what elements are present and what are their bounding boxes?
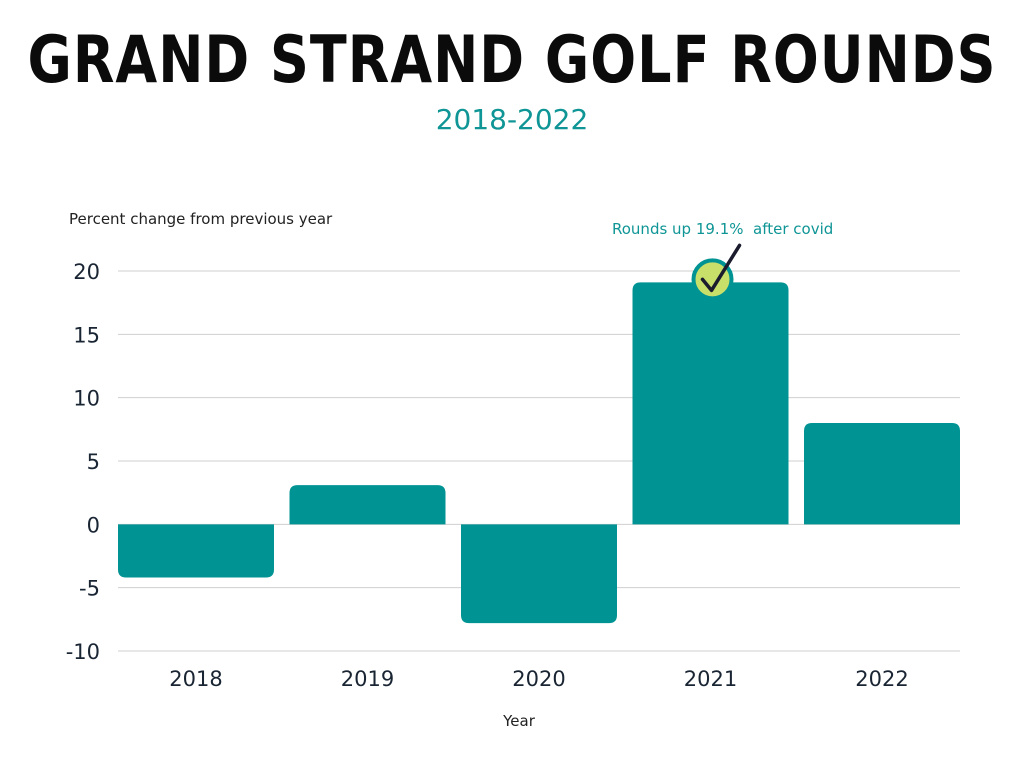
x-tick-label: 2019: [341, 667, 394, 691]
y-tick-label: -5: [79, 577, 100, 601]
x-axis-label: Year: [503, 712, 535, 730]
x-tick-label: 2022: [855, 667, 908, 691]
y-tick-label: 20: [73, 260, 100, 284]
y-tick-label: 0: [87, 513, 100, 537]
checkmark-icon: [700, 243, 742, 293]
x-tick-label: 2018: [169, 667, 222, 691]
y-axis-label: Percent change from previous year: [69, 210, 333, 228]
x-tick-label: 2020: [512, 667, 565, 691]
y-tick-label: 15: [73, 323, 100, 347]
bar-2020: [461, 524, 617, 624]
y-tick-label: 5: [87, 450, 100, 474]
x-tick-label: 2021: [684, 667, 737, 691]
y-ticks: -10 -5 0 5 10 15 20: [66, 260, 100, 664]
chart-subtitle: 2018-2022: [435, 103, 589, 136]
annotation-marker: [691, 243, 742, 301]
chart-title: GRAND STRAND GOLF ROUNDS: [27, 22, 997, 98]
y-tick-label: 10: [73, 387, 100, 411]
y-tick-label: -10: [66, 640, 100, 664]
bar-2021: [632, 282, 789, 525]
check-marker: [691, 258, 734, 301]
bars: [118, 282, 960, 624]
bar-2019: [289, 485, 446, 525]
annotation-text: Rounds up 19.1% after covid: [612, 220, 834, 238]
x-ticks: 2018 2019 2020 2021 2022: [169, 667, 908, 691]
bar-2022: [804, 423, 960, 525]
bar-2018: [118, 524, 274, 578]
